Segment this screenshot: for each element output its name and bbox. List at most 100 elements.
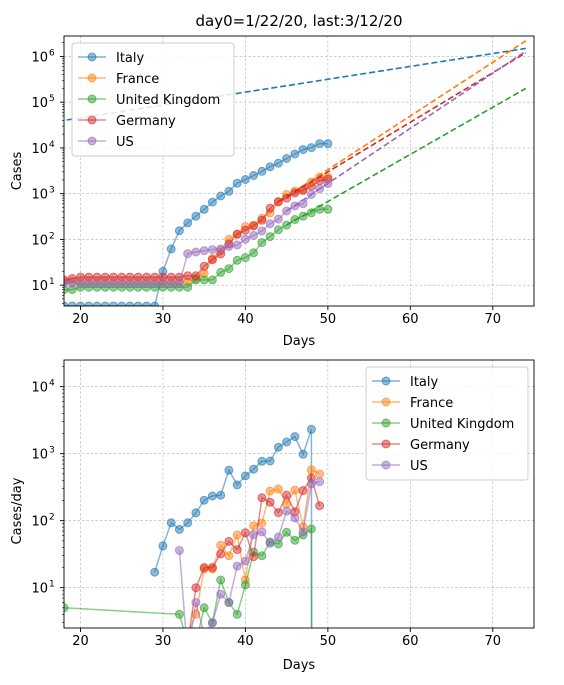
bottom-chart-point-us xyxy=(174,545,184,555)
top-chart-point-italy xyxy=(117,301,127,306)
top-chart-point-us xyxy=(315,184,325,194)
bottom-chart-point-france xyxy=(306,465,316,475)
top-chart-ytick-exponent-5: 6 xyxy=(49,48,55,58)
top-chart-ytick-exponent-4: 5 xyxy=(49,94,55,104)
top-chart-ytick-label-4: 10 xyxy=(31,96,48,111)
bottom-chart-series-us xyxy=(174,477,325,659)
top-chart-point-united-kingdom xyxy=(298,211,308,221)
top-chart-point-us xyxy=(224,242,234,251)
top-chart-point-italy xyxy=(323,139,333,149)
top-chart-point-united-kingdom xyxy=(232,255,242,265)
bottom-chart-legend-label: Italy xyxy=(410,375,439,390)
bottom-chart-point-italy xyxy=(224,465,234,475)
top-chart-point-us xyxy=(257,226,267,236)
top-chart-ytick-label-1: 10 xyxy=(31,233,48,248)
top-chart-point-united-kingdom xyxy=(257,238,267,248)
top-chart-point-germany xyxy=(249,221,259,231)
bottom-chart-point-italy xyxy=(306,424,316,434)
bottom-chart-point-united-kingdom xyxy=(174,609,184,619)
bottom-chart-point-france xyxy=(224,551,234,561)
top-chart-legend-item-italy[interactable]: Italy xyxy=(78,51,145,66)
top-chart-xlabel: Days xyxy=(283,334,316,349)
bottom-chart-legend-label: US xyxy=(410,459,428,474)
top-chart-point-us xyxy=(76,278,85,288)
bottom-chart-point-italy xyxy=(158,541,168,551)
bottom-chart-legend-item-us[interactable]: US xyxy=(372,459,428,474)
top-chart-point-us xyxy=(125,278,135,288)
bottom-chart-legend-label: France xyxy=(410,396,453,411)
bottom-chart-ytick-label-1: 10 xyxy=(31,515,48,530)
top-chart-xtick-label-50: 50 xyxy=(320,312,337,327)
top-chart-point-us xyxy=(142,278,151,288)
bottom-chart-point-us xyxy=(257,527,267,537)
bottom-chart-point-united-kingdom xyxy=(282,527,292,537)
top-chart-fit-france xyxy=(294,40,527,192)
bottom-chart-point-united-kingdom xyxy=(257,551,267,561)
bottom-chart-ytick-label-0: 10 xyxy=(31,582,48,597)
bottom-chart-point-italy xyxy=(216,490,226,500)
bottom-chart-legend-item-italy[interactable]: Italy xyxy=(372,375,439,390)
top-chart-fit-united-kingdom xyxy=(286,87,527,226)
bottom-chart-xtick-label-40: 40 xyxy=(237,634,254,649)
top-chart-point-italy xyxy=(100,301,110,306)
bottom-chart-legend-item-france[interactable]: France xyxy=(372,396,453,411)
top-chart-point-us xyxy=(109,278,118,288)
top-chart-legend-label: Italy xyxy=(116,51,145,66)
bottom-chart-legend-label: United Kingdom xyxy=(410,417,514,432)
bottom-chart-point-germany xyxy=(265,497,275,507)
bottom-chart-point-italy xyxy=(199,495,209,505)
bottom-chart-legend-swatch-marker xyxy=(381,460,391,470)
bottom-chart-legend: Italy France United Kingdom Germany US xyxy=(365,366,529,481)
bottom-chart-ytick-exponent-3: 4 xyxy=(49,379,55,389)
bottom-chart-point-italy xyxy=(290,432,300,442)
bottom-chart-point-germany xyxy=(273,508,283,518)
bottom-chart-series-united-kingdom xyxy=(64,524,316,628)
bottom-chart-point-united-kingdom xyxy=(290,535,300,545)
top-chart-point-germany xyxy=(191,271,201,281)
top-chart-legend-swatch-marker xyxy=(87,73,97,83)
bottom-chart-point-italy xyxy=(282,437,292,447)
top-chart-point-italy xyxy=(290,149,300,159)
bottom-chart-point-germany xyxy=(232,545,242,555)
bottom-chart-point-italy xyxy=(166,518,176,528)
bottom-chart-point-us xyxy=(200,631,208,639)
top-chart-point-us xyxy=(298,199,308,209)
top-chart-legend-item-germany[interactable]: Germany xyxy=(78,114,176,129)
bottom-chart-ytick-label-2: 10 xyxy=(31,448,48,463)
top-chart-legend-item-united-kingdom[interactable]: United Kingdom xyxy=(78,93,220,108)
bottom-chart-xtick-label-30: 30 xyxy=(155,634,172,649)
top-chart-point-italy xyxy=(224,186,234,196)
top-chart-point-us xyxy=(117,278,127,288)
top-chart-point-italy xyxy=(109,301,118,306)
top-chart-point-united-kingdom xyxy=(199,275,209,285)
bottom-chart-point-us xyxy=(184,651,192,659)
top-chart-ytick-exponent-2: 3 xyxy=(49,186,55,196)
bottom-chart-point-us xyxy=(207,618,217,628)
top-chart-point-us xyxy=(249,231,259,240)
top-chart-point-germany xyxy=(183,271,193,281)
bottom-chart-point-france xyxy=(216,540,226,550)
bottom-chart-point-italy xyxy=(174,524,184,534)
top-chart-point-italy xyxy=(265,162,275,172)
bottom-chart-point-france xyxy=(290,485,300,495)
top-chart-point-us xyxy=(240,234,250,244)
bottom-chart-point-italy xyxy=(273,442,283,452)
bottom-chart-legend-item-united-kingdom[interactable]: United Kingdom xyxy=(372,417,514,432)
bottom-chart-point-united-kingdom xyxy=(64,603,69,613)
top-chart-legend-swatch-marker xyxy=(87,52,97,62)
top-chart-ytick-exponent-1: 2 xyxy=(49,231,55,241)
top-chart-ytick-label-3: 10 xyxy=(31,142,48,157)
top-chart-point-italy xyxy=(249,171,259,180)
top-chart-point-us xyxy=(150,278,160,288)
bottom-chart-legend-swatch-marker xyxy=(381,439,391,449)
bottom-chart-point-germany xyxy=(298,486,308,496)
bottom-chart-ylabel: Cases/day xyxy=(10,477,25,544)
top-chart-legend-item-france[interactable]: France xyxy=(78,72,159,87)
top-chart-point-us xyxy=(290,201,300,211)
bottom-chart-legend-item-germany[interactable]: Germany xyxy=(372,438,470,453)
top-chart-legend-item-us[interactable]: US xyxy=(78,135,134,150)
bottom-chart-xtick-label-20: 20 xyxy=(72,634,89,649)
top-chart-point-italy xyxy=(232,178,242,188)
top-chart-ytick-exponent-3: 4 xyxy=(49,140,55,150)
